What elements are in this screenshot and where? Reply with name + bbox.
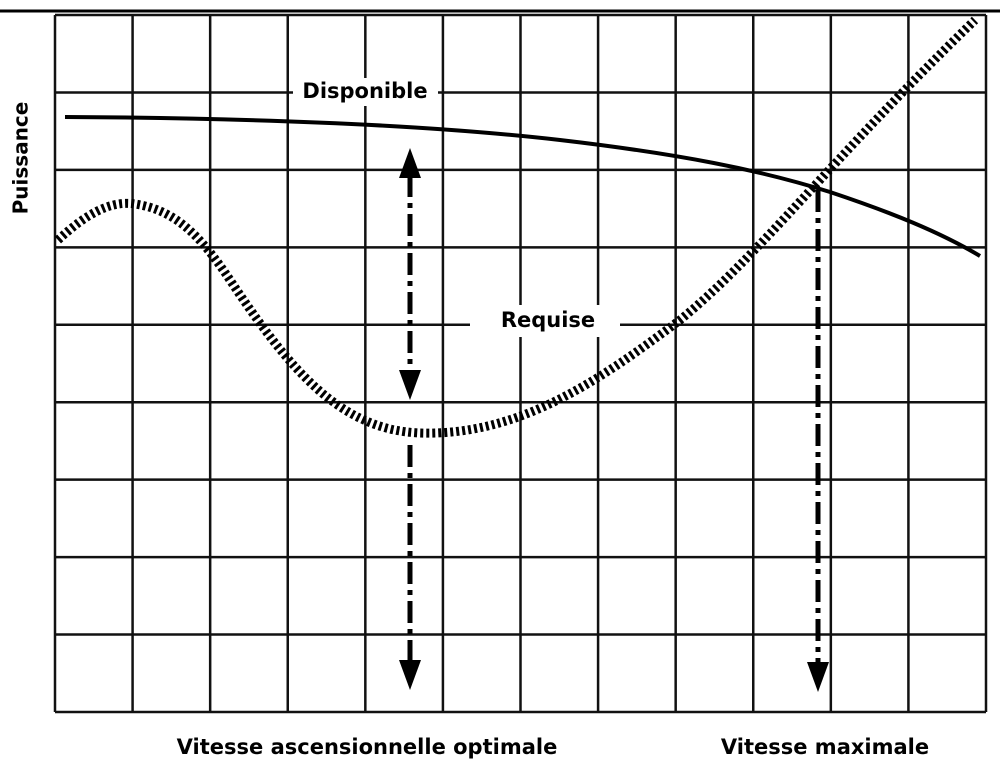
marker-label: Vitesse ascensionnelle optimale [177,735,558,759]
curve-label: Disponible [302,79,427,103]
required-power-curve [54,16,979,438]
axis-label: Puissance [9,102,33,215]
max-speed-arrow [807,190,829,692]
label-bg [293,78,438,106]
available-power-curve [64,115,982,258]
grid [53,13,988,714]
curve-label: Requise [501,308,595,332]
optimal-climb-arrow [399,148,421,690]
label-bg [470,305,620,337]
marker-label: Vitesse maximale [721,735,929,759]
